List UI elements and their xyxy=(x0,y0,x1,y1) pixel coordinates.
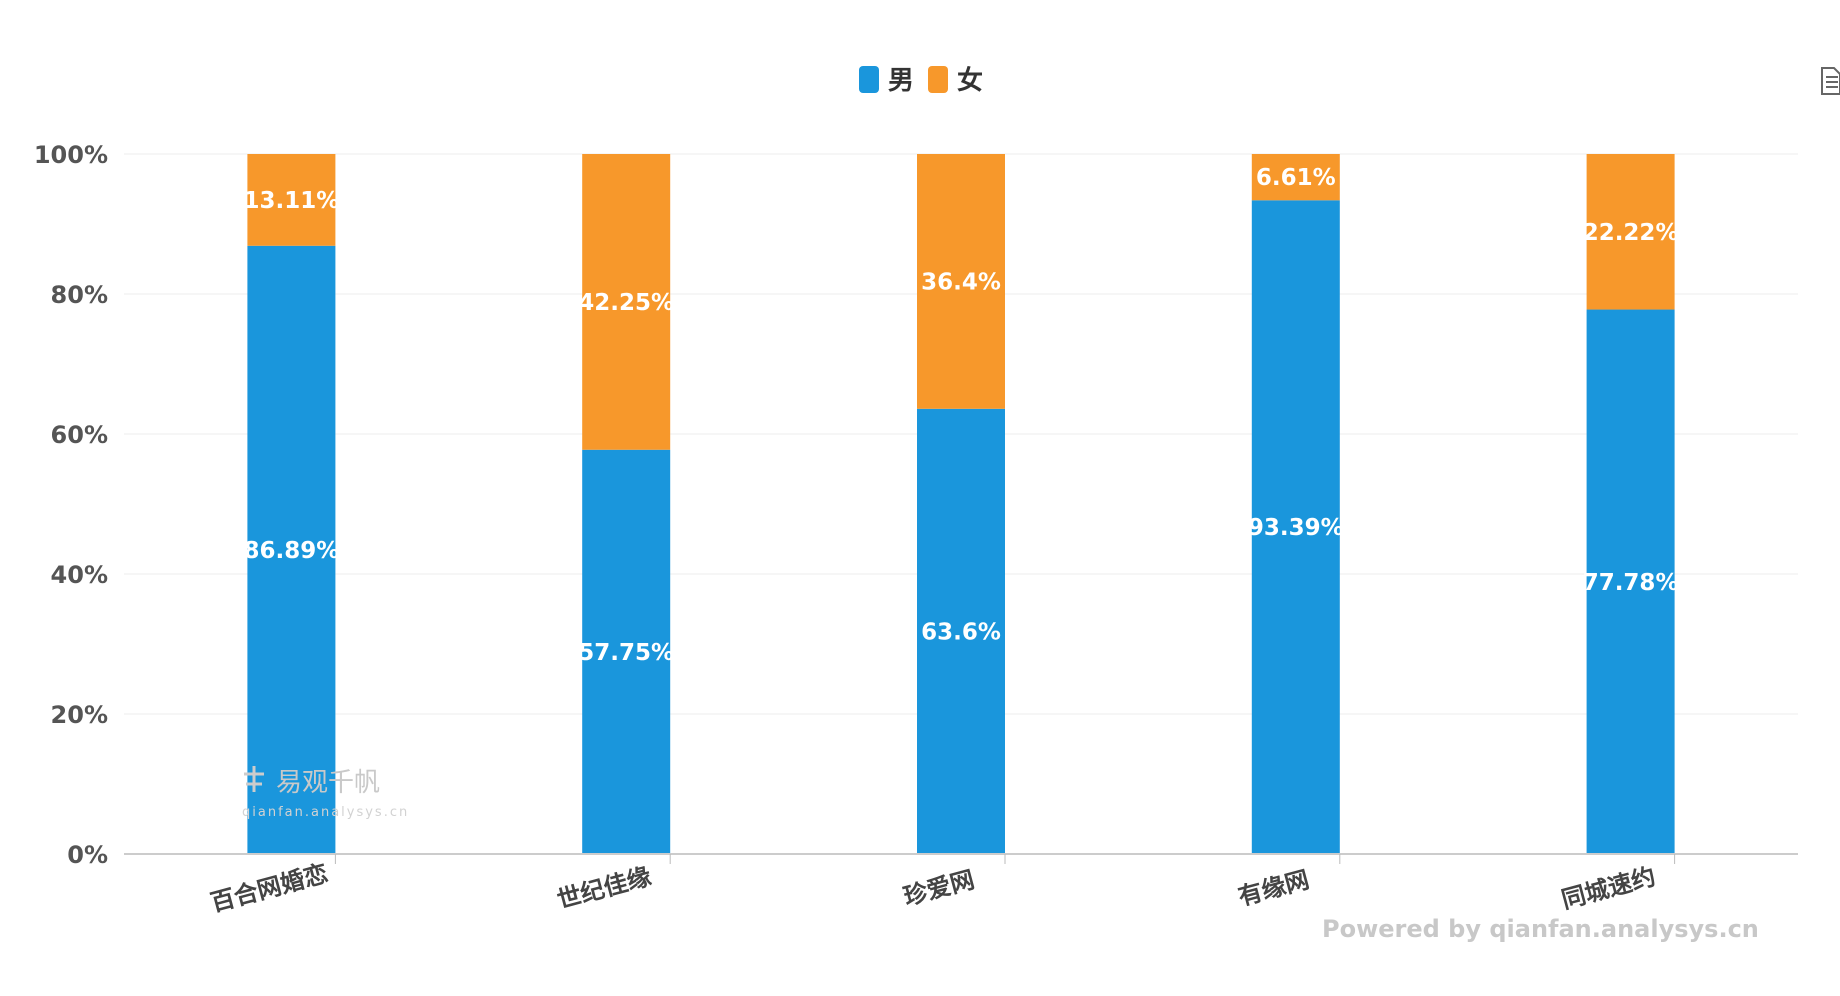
data-label-layer: 86.89% 13.11% 57.75% 42.25% 63.6% 36.4% 93.39%… xyxy=(244,165,1679,666)
watermark-sub-text: qianfan.analysys.cn xyxy=(242,805,409,820)
document-icon[interactable] xyxy=(1818,66,1840,96)
y-tick-label-80: 80% xyxy=(51,281,108,309)
watermark-logo-icon xyxy=(244,766,264,792)
legend: 男 女 xyxy=(859,65,983,96)
legend-swatch-male xyxy=(859,66,879,93)
y-tick-label-40: 40% xyxy=(51,561,108,589)
x-tick-label-4: 同城速约 xyxy=(1559,862,1659,914)
bar-female-1[interactable] xyxy=(582,154,671,450)
bar-female-3[interactable] xyxy=(1251,154,1340,201)
powered-by-text: Powered by qianfan.analysys.cn xyxy=(1322,915,1759,943)
bar-male-4[interactable] xyxy=(1586,309,1675,854)
data-label-male-0: 86.89% xyxy=(244,538,340,564)
legend-label-female: 女 xyxy=(957,65,983,96)
watermark-main-text: 易观千帆 xyxy=(276,768,380,798)
data-label-male-4: 77.78% xyxy=(1583,570,1679,596)
data-label-female-3: 6.61% xyxy=(1256,165,1336,191)
bar-female-4[interactable] xyxy=(1586,154,1675,310)
bar-female-2[interactable] xyxy=(917,154,1005,409)
y-tick-label-0: 0% xyxy=(67,841,108,869)
bar-male-3[interactable] xyxy=(1251,200,1340,854)
bar-male-0[interactable] xyxy=(247,245,336,854)
data-label-female-2: 36.4% xyxy=(921,269,1001,295)
bar-female-0[interactable] xyxy=(247,154,336,246)
y-tick-label-20: 20% xyxy=(51,701,108,729)
y-tick-label-100: 100% xyxy=(34,141,108,169)
y-axis: 0% 20% 40% 60% 80% 100% xyxy=(34,141,108,869)
data-label-female-0: 13.11% xyxy=(244,188,340,214)
x-axis: 百合网婚恋 世纪佳缘 珍爱网 有缘网 同城速约 xyxy=(124,853,1798,917)
legend-swatch-female xyxy=(928,66,948,93)
x-tick-label-3: 有缘网 xyxy=(1235,865,1312,911)
x-tick-label-2: 珍爱网 xyxy=(901,865,978,911)
bar-male-1[interactable] xyxy=(582,449,671,854)
y-tick-label-60: 60% xyxy=(51,421,108,449)
legend-label-male: 男 xyxy=(888,66,914,96)
x-tick-label-1: 世纪佳缘 xyxy=(554,862,654,914)
legend-item-female[interactable]: 女 xyxy=(928,65,983,96)
data-label-female-4: 22.22% xyxy=(1583,220,1679,246)
watermark: 易观千帆 qianfan.analysys.cn xyxy=(242,766,409,820)
bar-layer xyxy=(247,154,1675,854)
data-label-male-1: 57.75% xyxy=(578,640,674,666)
bar-male-2[interactable] xyxy=(917,408,1005,854)
x-tick-label-0: 百合网婚恋 xyxy=(208,859,331,917)
data-label-male-2: 63.6% xyxy=(921,619,1001,645)
data-label-male-3: 93.39% xyxy=(1248,515,1344,541)
data-label-female-1: 42.25% xyxy=(578,290,674,316)
legend-item-male[interactable]: 男 xyxy=(859,66,914,96)
